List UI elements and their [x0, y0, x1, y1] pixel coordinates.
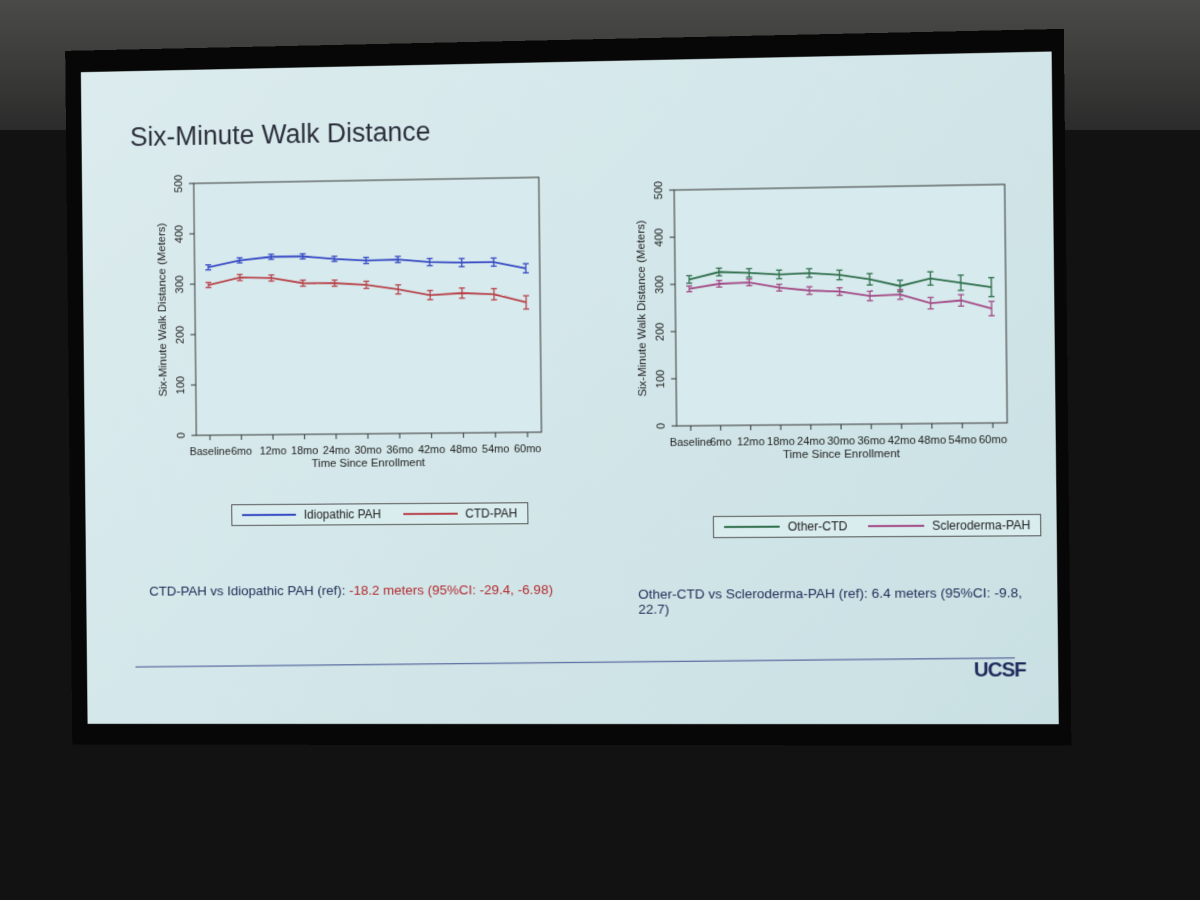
comparison-left-label: CTD-PAH vs Idiopathic PAH (ref):: [149, 582, 350, 599]
legend-swatch-ctd-pah: [402, 512, 458, 516]
x-tick-label-24mo: 24mo: [323, 445, 350, 457]
comparison-left: CTD-PAH vs Idiopathic PAH (ref): -18.2 m…: [149, 582, 553, 599]
y-tick-label-200: 200: [175, 326, 187, 344]
error-bar-idiopathic-pah-60mo: [523, 263, 530, 274]
x-axis-title: Time Since Enrollment: [783, 448, 901, 461]
x-tick-label-30mo: 30mo: [827, 435, 855, 447]
legend-right: Other-CTD Scleroderma-PAH: [712, 513, 1042, 539]
legend-label-ctd-pah: CTD-PAH: [465, 506, 518, 521]
legend-swatch-idiopathic-pah: [242, 513, 296, 517]
comparison-right: Other-CTD vs Scleroderma-PAH (ref): 6.4 …: [638, 585, 1023, 617]
y-tick-label-200: 200: [654, 322, 666, 341]
legend-label-scleroderma-pah: Scleroderma-PAH: [931, 518, 1031, 533]
legend-label-other-ctd: Other-CTD: [787, 519, 848, 534]
error-bar-ctd-pah-60mo: [523, 295, 530, 311]
y-axis-title: Six-Minute Walk Distance (Meters): [635, 220, 649, 397]
x-tick-label-18mo: 18mo: [767, 436, 795, 448]
x-tick-label-36mo: 36mo: [386, 444, 413, 456]
ucsf-logo: UCSF: [973, 659, 1026, 682]
x-tick-label-54mo: 54mo: [948, 434, 976, 447]
x-tick-label-48mo: 48mo: [450, 444, 477, 456]
x-tick-label-12mo: 12mo: [260, 445, 287, 457]
x-tick-label-18mo: 18mo: [291, 445, 318, 457]
y-tick-label-100: 100: [655, 370, 667, 389]
x-tick-label-54mo: 54mo: [482, 443, 509, 455]
x-tick-label-42mo: 42mo: [888, 435, 916, 447]
x-tick-label-30mo: 30mo: [354, 444, 381, 456]
plot-area: [674, 184, 1007, 426]
y-tick-label-0: 0: [176, 432, 188, 438]
legend-left: Idiopathic PAH CTD-PAH: [231, 502, 529, 527]
x-tick-label-48mo: 48mo: [918, 434, 946, 447]
x-tick-label-6mo: 6mo: [710, 436, 732, 448]
legend-swatch-other-ctd: [724, 525, 780, 529]
y-axis-title: Six-Minute Walk Distance (Meters): [156, 223, 170, 397]
y-tick-label-0: 0: [655, 423, 667, 429]
plot-area: [194, 177, 542, 435]
legend-label-idiopathic-pah: Idiopathic PAH: [303, 507, 382, 522]
y-tick-label-300: 300: [174, 275, 186, 293]
y-tick-label-400: 400: [653, 228, 665, 247]
footer-divider: [135, 657, 1015, 668]
y-tick-label-500: 500: [653, 181, 665, 200]
chart-left: 0 100 200 300 400 500 Baseline 6mo 12mo 18mo 24mo 3…: [156, 175, 577, 470]
x-tick-label-12mo: 12mo: [737, 436, 765, 448]
slide-title: Six-Minute Walk Distance: [129, 116, 431, 152]
x-tick-label-Baseline: Baseline: [670, 437, 713, 450]
x-tick-label-24mo: 24mo: [797, 436, 825, 448]
x-tick-label-60mo: 60mo: [514, 443, 542, 455]
projector-screen: Six-Minute Walk Distance 0 100 200 300 400 50…: [65, 28, 1072, 746]
y-tick-label-500: 500: [173, 175, 185, 193]
x-axis-title: Time Since Enrollment: [312, 457, 426, 470]
x-tick-label-Baseline: Baseline: [190, 446, 231, 458]
x-tick-label-42mo: 42mo: [418, 444, 445, 456]
x-tick-label-36mo: 36mo: [857, 435, 885, 447]
x-tick-label-60mo: 60mo: [979, 434, 1007, 447]
y-tick-label-100: 100: [175, 376, 187, 394]
slide: Six-Minute Walk Distance 0 100 200 300 400 50…: [80, 51, 1059, 725]
comparison-left-value: -18.2 meters (95%CI: -29.4, -6.98): [349, 582, 554, 598]
legend-swatch-scleroderma-pah: [867, 524, 924, 528]
x-tick-label-6mo: 6mo: [231, 446, 252, 458]
y-tick-label-300: 300: [654, 275, 666, 294]
y-tick-label-400: 400: [174, 225, 186, 243]
